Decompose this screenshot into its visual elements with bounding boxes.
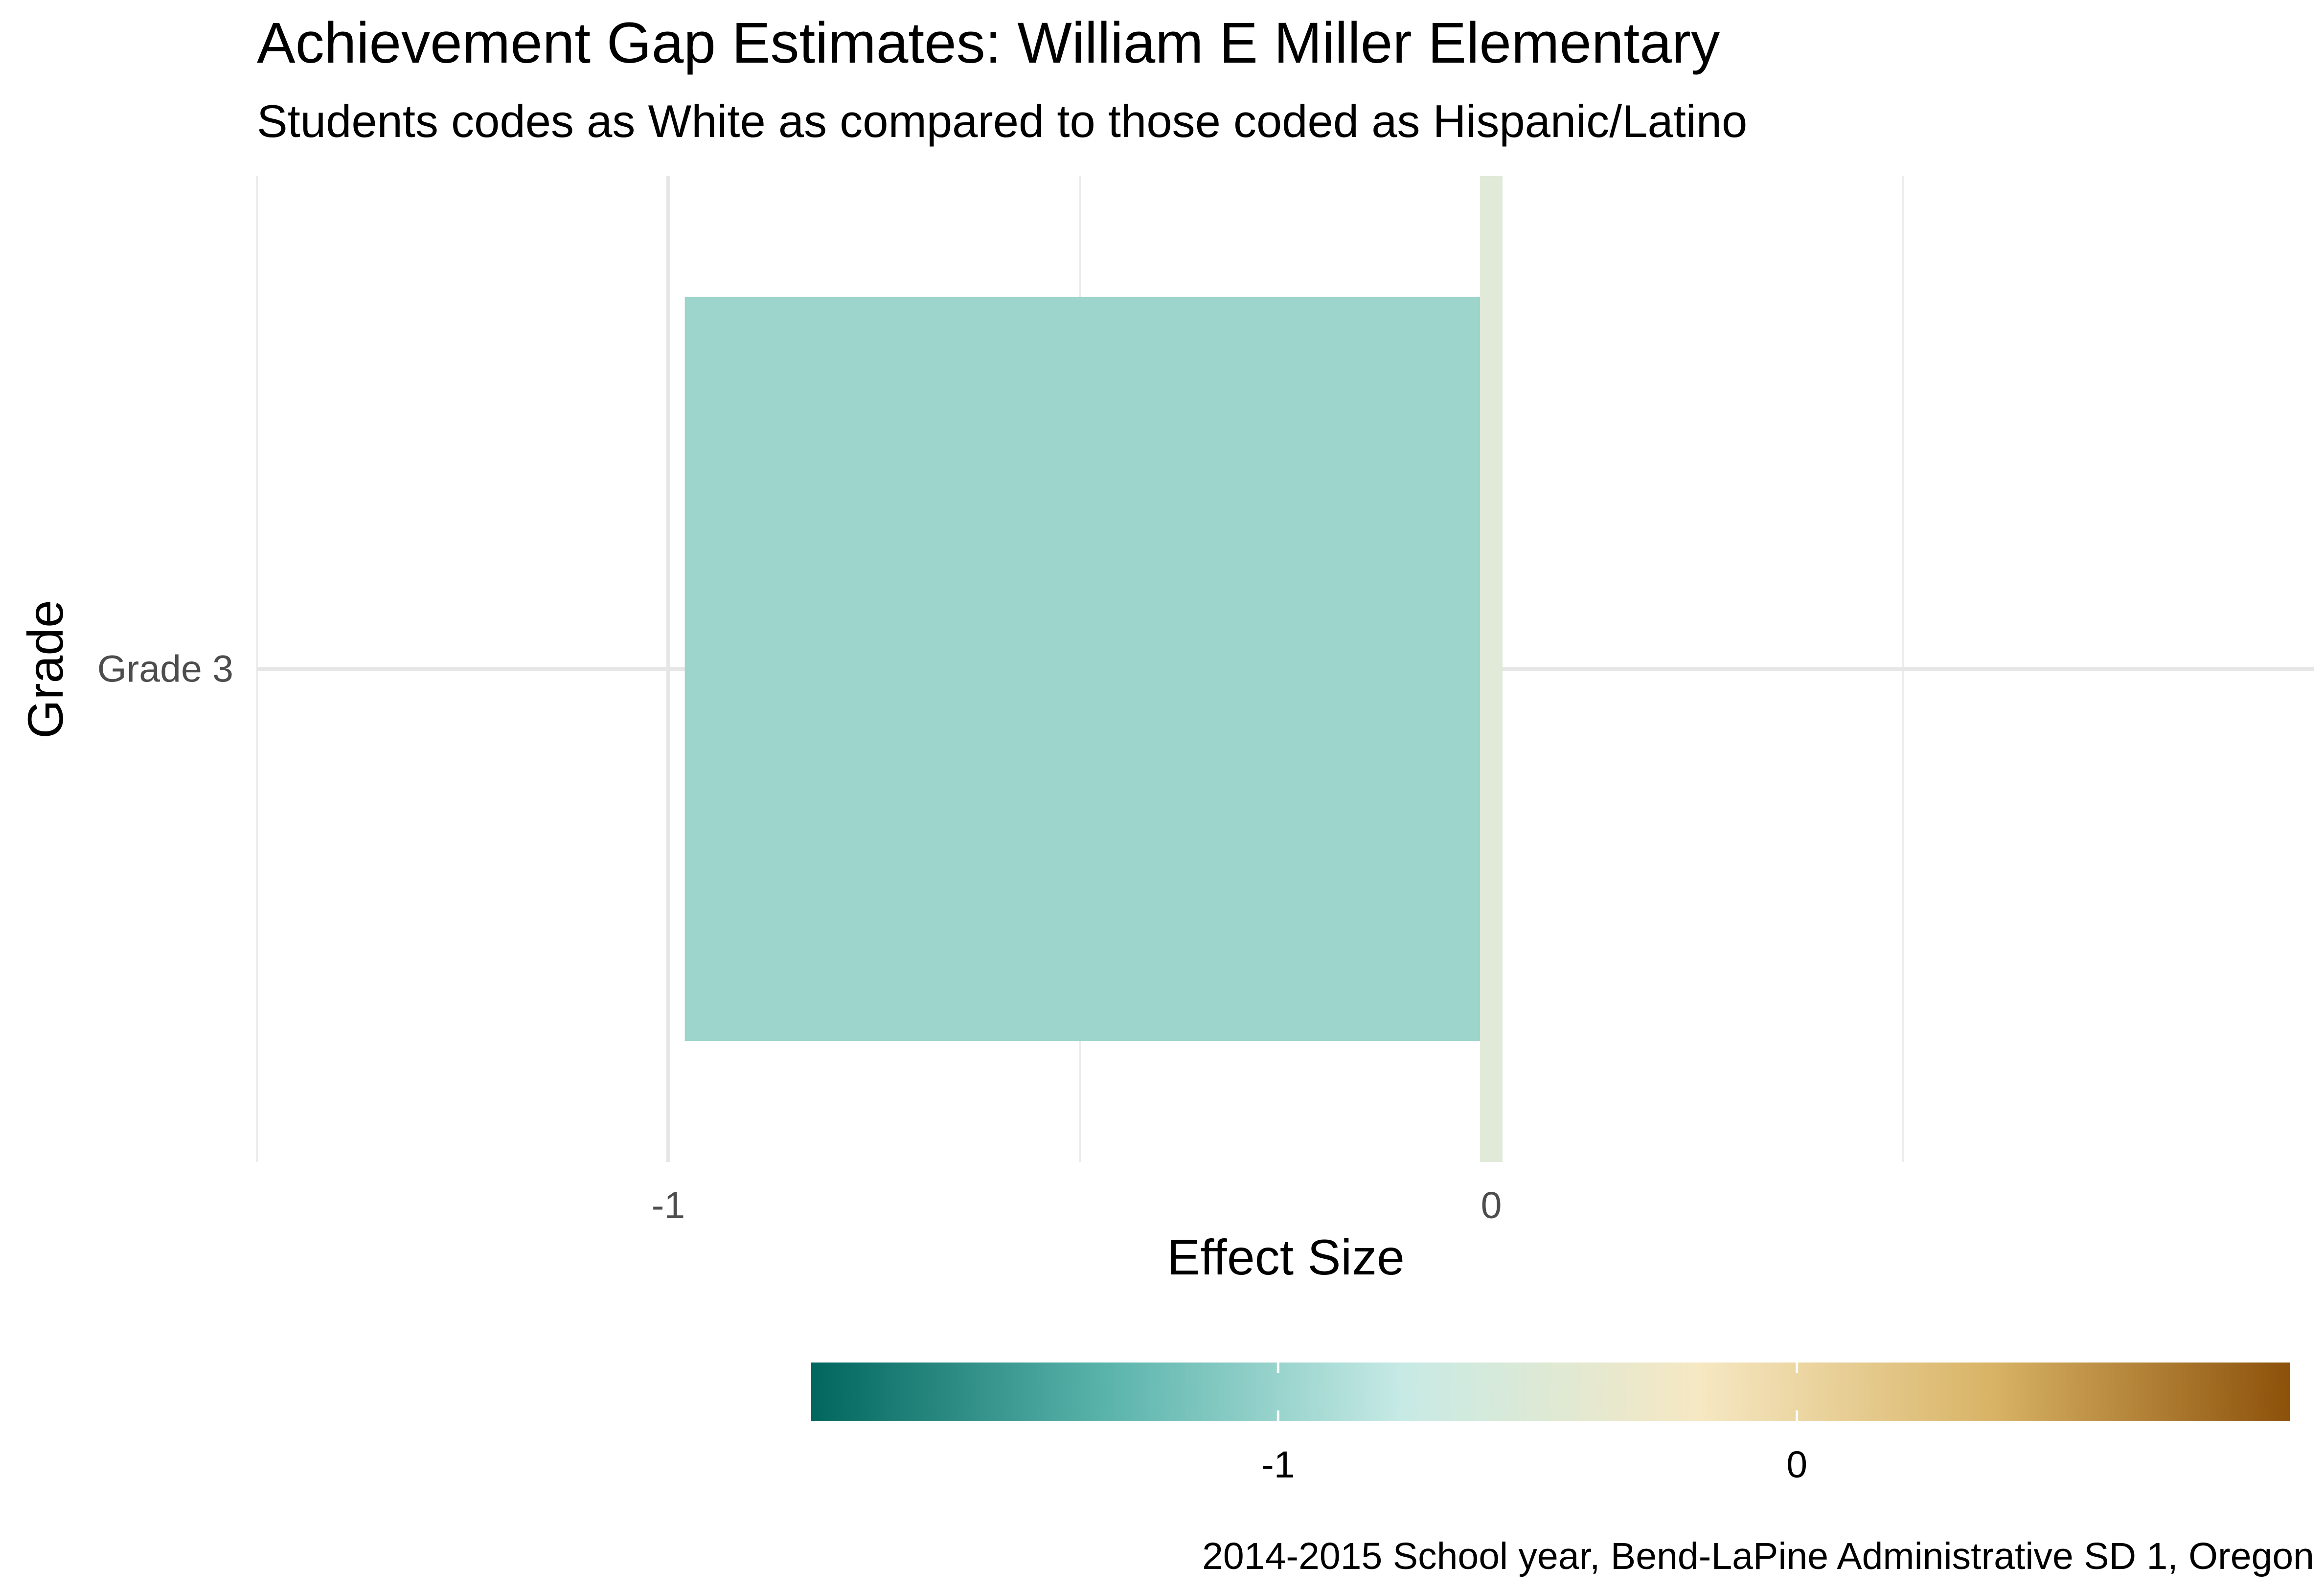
colorbar-gradient [811, 1363, 2290, 1421]
x-axis-title: Effect Size [1167, 1229, 1405, 1285]
colorbar-tick-label: -1 [1261, 1444, 1295, 1486]
y-axis-title: Grade [18, 600, 73, 739]
x-tick-label: -1 [652, 1184, 685, 1227]
bar-grade-3 [684, 296, 1491, 1042]
x-tick-label: 0 [1481, 1184, 1502, 1227]
colorbar-tick-label: 0 [1786, 1444, 1807, 1486]
bars-layer [684, 296, 1491, 1042]
axis-layer: Grade 3 -1 0 [97, 648, 1502, 1227]
y-tick-label: Grade 3 [97, 648, 233, 690]
chart-title: Achievement Gap Estimates: William E Mil… [257, 11, 1720, 75]
chart-subtitle: Students codes as White as compared to t… [257, 95, 1747, 147]
colorbar-legend: -1 0 [811, 1363, 2290, 1486]
chart-caption: 2014-2015 School year, Bend-LaPine Admin… [1202, 1535, 2314, 1577]
